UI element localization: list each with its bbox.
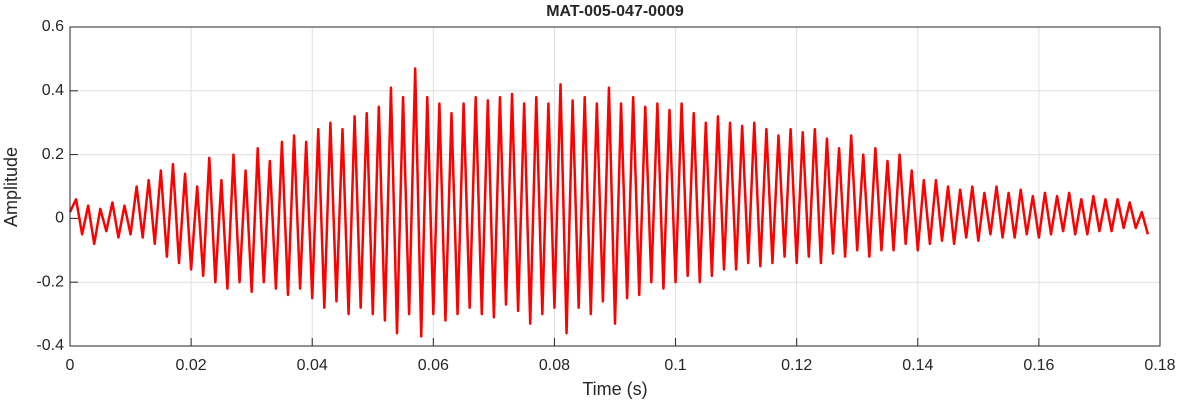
x-tick-label: 0.06 [418,357,449,374]
y-axis-label: Amplitude [1,147,21,227]
x-tick-label: 0.08 [539,357,570,374]
y-tick-label: -0.2 [36,273,64,290]
y-tick-label: 0.4 [42,82,64,99]
x-tick-label: 0.02 [176,357,207,374]
x-tick-label: 0 [66,357,75,374]
y-tick-label: 0.2 [42,146,64,163]
x-axis-label: Time (s) [582,379,647,399]
y-tick-label: 0 [55,210,64,227]
x-tick-label: 0.16 [1023,357,1054,374]
x-tick-label: 0.18 [1144,357,1175,374]
x-tick-label: 0.04 [297,357,328,374]
y-tick-label: -0.4 [36,337,64,354]
x-tick-label: 0.14 [902,357,933,374]
axes-box [69,26,1161,347]
x-tick-label: 0.12 [781,357,812,374]
chart-title: MAT-005-047-0009 [546,3,684,20]
signal-line [68,67,1150,338]
x-tick-label: 0.1 [664,357,686,374]
y-tick-label: 0.6 [42,18,64,35]
